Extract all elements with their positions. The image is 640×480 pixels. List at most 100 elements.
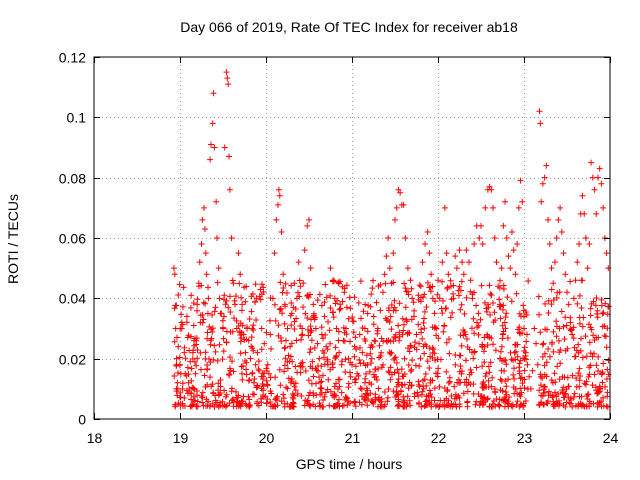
data-point-dense	[334, 386, 341, 393]
data-point	[312, 325, 319, 332]
data-point-dense	[302, 368, 309, 375]
data-point-dense	[346, 294, 353, 301]
data-point-dense	[428, 401, 435, 408]
data-point-dense	[179, 380, 186, 387]
data-point-dense	[407, 368, 414, 375]
data-point-dense	[352, 334, 359, 341]
data-point	[390, 250, 397, 257]
data-point-dense	[343, 304, 350, 311]
data-point-dense	[212, 348, 219, 355]
data-point-dense	[560, 384, 567, 391]
data-point-dense	[346, 369, 353, 376]
data-point	[479, 241, 486, 248]
data-point-dense	[284, 358, 291, 365]
data-point-dense	[173, 334, 180, 341]
data-point	[402, 235, 409, 241]
data-point-dense	[584, 396, 591, 403]
data-point	[276, 192, 283, 199]
data-point-dense	[490, 341, 497, 348]
data-point	[397, 189, 404, 196]
data-point	[463, 247, 470, 254]
data-point-dense	[492, 389, 499, 396]
data-point-dense	[234, 398, 241, 405]
data-point	[419, 259, 426, 266]
data-point-dense	[239, 370, 246, 377]
data-point	[304, 222, 311, 229]
data-point-dense	[391, 369, 398, 376]
data-point-dense	[316, 291, 323, 298]
data-point-dense	[323, 294, 330, 301]
data-point-dense	[326, 327, 333, 334]
data-point-dense	[518, 389, 525, 396]
data-point-dense	[525, 277, 532, 284]
data-point	[526, 373, 533, 380]
data-point-dense	[221, 387, 228, 394]
data-point-dense	[387, 313, 394, 320]
data-point-dense	[173, 302, 180, 309]
data-point	[553, 235, 560, 241]
data-point-dense	[212, 397, 219, 404]
data-point-dense	[190, 393, 197, 400]
data-point-dense	[181, 403, 188, 410]
data-point-dense	[541, 350, 548, 357]
data-point-dense	[488, 335, 495, 342]
data-point-dense	[243, 366, 250, 373]
data-point-dense	[479, 380, 486, 387]
data-point-dense	[176, 362, 183, 369]
data-point-dense	[376, 342, 383, 349]
data-point-dense	[249, 369, 256, 376]
data-point-dense	[321, 361, 328, 368]
data-point-dense	[550, 403, 557, 410]
data-point-dense	[180, 284, 187, 291]
data-point-dense	[408, 316, 415, 323]
data-point-dense	[406, 397, 413, 404]
data-point-dense	[242, 401, 249, 408]
data-point-dense	[336, 278, 343, 285]
data-point-dense	[369, 343, 376, 350]
data-point-dense	[391, 333, 398, 340]
data-point-dense	[393, 359, 400, 366]
data-point-dense	[536, 387, 543, 394]
data-point-dense	[417, 294, 424, 301]
data-point-dense	[385, 386, 392, 393]
data-point-dense	[388, 326, 395, 333]
data-point-dense	[400, 403, 407, 410]
data-point	[588, 159, 595, 166]
data-point-dense	[437, 397, 444, 404]
data-point-dense	[432, 403, 439, 410]
data-point-dense	[412, 339, 419, 346]
data-point-dense	[226, 365, 233, 372]
data-point-dense	[231, 315, 238, 322]
data-point-dense	[287, 312, 294, 319]
data-point-dense	[276, 366, 283, 373]
data-point-dense	[364, 402, 371, 409]
data-point-dense	[342, 369, 349, 376]
data-point-dense	[327, 388, 334, 395]
data-point-dense	[520, 402, 527, 409]
data-point-dense	[602, 300, 609, 307]
data-point-dense	[497, 348, 504, 355]
data-point-dense	[223, 297, 230, 304]
data-point-dense	[497, 277, 504, 284]
data-point	[514, 241, 521, 248]
data-point-dense	[416, 282, 423, 289]
data-point-dense	[422, 341, 429, 348]
data-point-dense	[463, 294, 470, 301]
data-point	[386, 265, 393, 272]
data-point-dense	[457, 332, 464, 339]
data-point-dense	[520, 355, 527, 362]
data-point-dense	[236, 280, 243, 287]
data-point-dense	[374, 327, 381, 334]
data-point-dense	[321, 299, 328, 306]
data-point-dense	[591, 350, 598, 357]
data-point-dense	[247, 401, 254, 408]
data-point-dense	[228, 388, 235, 395]
data-point-dense	[272, 396, 279, 403]
data-point-dense	[319, 372, 326, 379]
data-point-dense	[601, 323, 608, 330]
chart-title: Day 066 of 2019, Rate Of TEC Index for r…	[180, 19, 518, 35]
data-point-dense	[396, 300, 403, 307]
data-point-dense	[367, 303, 374, 310]
data-point-dense	[178, 311, 185, 318]
data-point-dense	[288, 340, 295, 347]
